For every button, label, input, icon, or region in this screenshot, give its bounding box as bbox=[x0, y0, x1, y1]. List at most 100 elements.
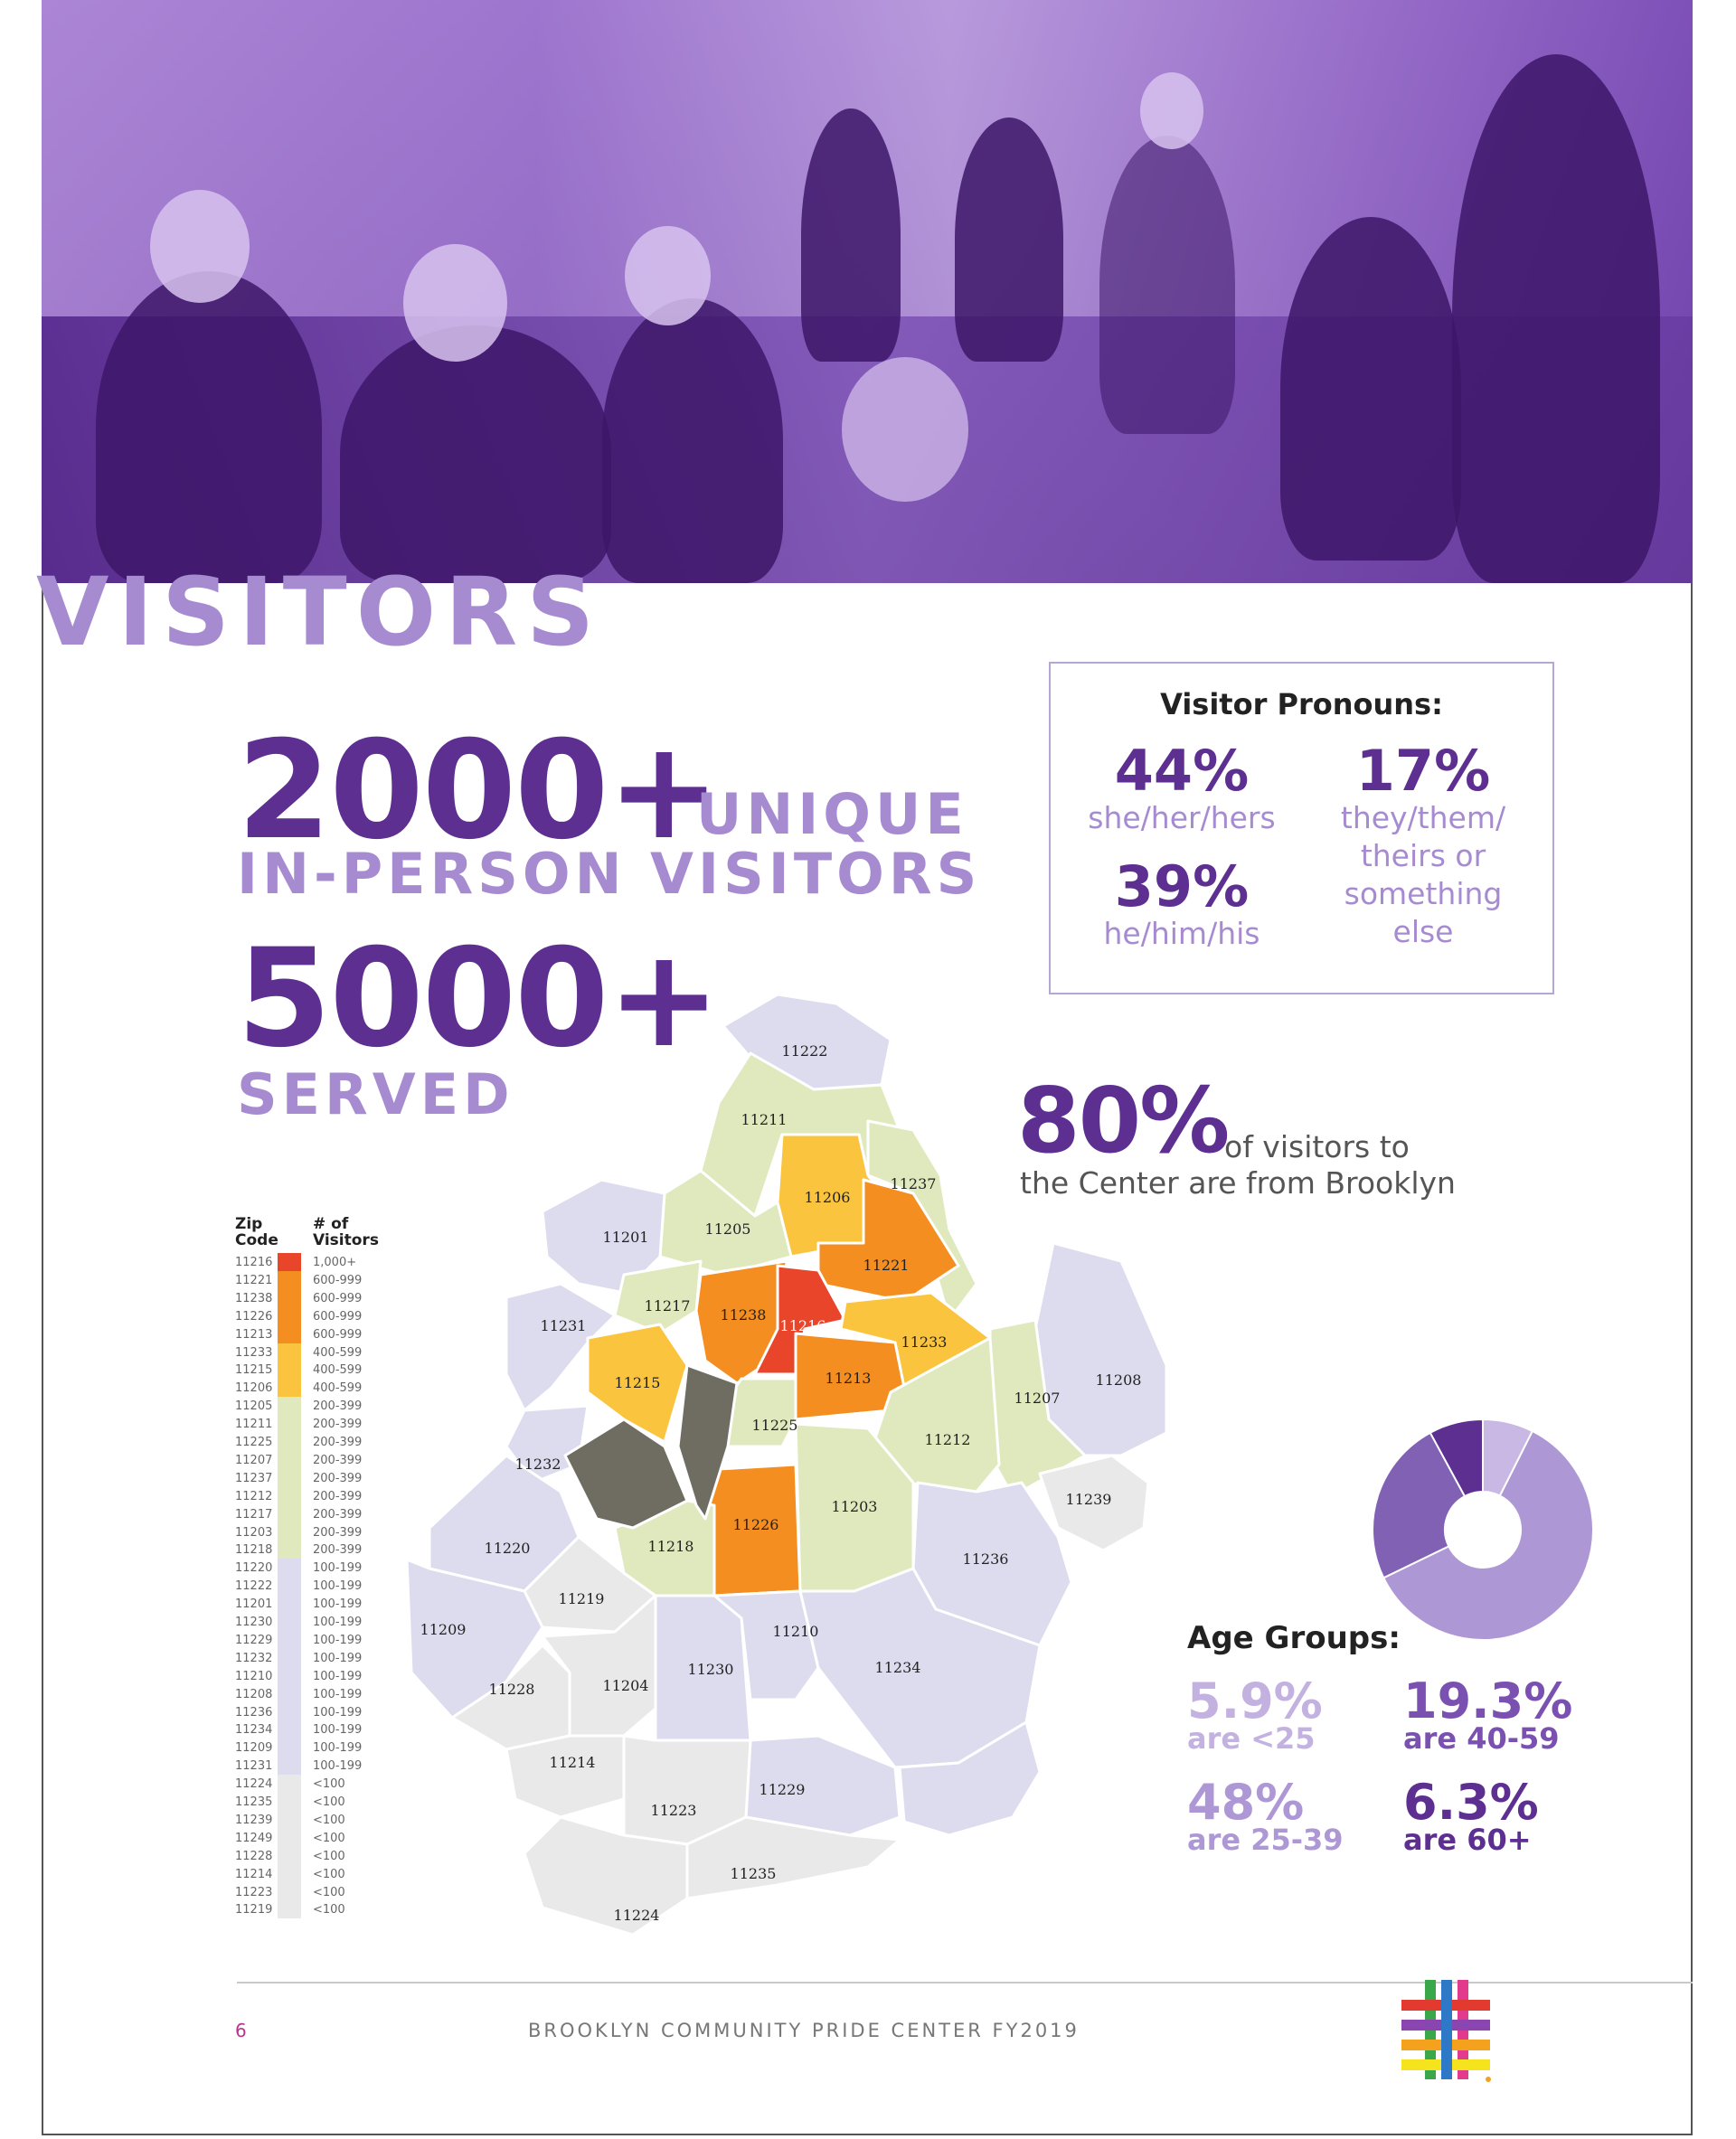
map-label-11225: 11225 bbox=[752, 1417, 798, 1434]
legend-swatch bbox=[278, 1486, 301, 1505]
legend-range: <100 bbox=[313, 1813, 345, 1827]
legend-swatch bbox=[278, 1397, 301, 1416]
legend-swatch bbox=[278, 1630, 301, 1649]
pronoun-label-they-line: something bbox=[1344, 876, 1503, 911]
legend-zip: 11219 bbox=[235, 1903, 273, 1918]
legend-zip: 11201 bbox=[235, 1597, 273, 1612]
legend-swatch bbox=[278, 1361, 301, 1380]
legend-zip: 11218 bbox=[235, 1543, 273, 1558]
legend-zip: 11220 bbox=[235, 1561, 273, 1576]
legend-swatch bbox=[278, 1864, 301, 1883]
legend-zip: 11229 bbox=[235, 1633, 273, 1647]
pronoun-label-she: she/her/hers bbox=[1088, 800, 1276, 835]
legend-zip: 11231 bbox=[235, 1759, 273, 1774]
unique-label: UNIQUE bbox=[696, 781, 968, 847]
legend-swatch bbox=[278, 1270, 301, 1289]
legend-range: <100 bbox=[313, 1885, 345, 1899]
legend-swatch bbox=[278, 1810, 301, 1829]
legend-range: 100-199 bbox=[313, 1705, 363, 1720]
age-label-60plus: are 60+ bbox=[1403, 1823, 1532, 1857]
donut-slice-are-40-59 bbox=[1372, 1431, 1467, 1579]
legend-range: 200-399 bbox=[313, 1436, 363, 1449]
legend-zip: 11238 bbox=[235, 1291, 273, 1305]
pronoun-label-they: they/them/ theirs or something else bbox=[1297, 799, 1550, 951]
map-label-11230: 11230 bbox=[688, 1661, 734, 1678]
legend-swatch bbox=[278, 1468, 301, 1487]
legend-range: 100-199 bbox=[313, 1651, 363, 1665]
legend-head-visitors-line: # of bbox=[313, 1215, 349, 1233]
photo-person bbox=[1099, 136, 1235, 434]
served-number: 5000+ bbox=[237, 920, 721, 1078]
zone-no-data-a bbox=[676, 1363, 739, 1521]
legend-zip: 11221 bbox=[235, 1273, 273, 1287]
age-pct-under25: 5.9% bbox=[1187, 1673, 1323, 1729]
map-label-11216: 11216 bbox=[780, 1317, 826, 1334]
legend-range: <100 bbox=[313, 1867, 345, 1881]
brooklyn-zip-map: 11222 11211 11237 11206 11205 11201 1122… bbox=[405, 993, 1166, 1936]
legend-swatch bbox=[278, 1882, 301, 1901]
map-label-11208: 11208 bbox=[1096, 1371, 1142, 1389]
age-pct-40-59: 19.3% bbox=[1403, 1673, 1573, 1729]
legend-range: 100-199 bbox=[313, 1759, 363, 1774]
zone-no-data-b bbox=[563, 1418, 689, 1530]
legend-zip: 11205 bbox=[235, 1399, 273, 1414]
legend-zip: 11230 bbox=[235, 1616, 273, 1629]
legend-swatch bbox=[278, 1253, 301, 1271]
legend-swatch bbox=[278, 1450, 301, 1469]
zip-11221 bbox=[816, 1178, 960, 1304]
zip-11214 bbox=[505, 1734, 626, 1819]
age-pct-60plus: 6.3% bbox=[1403, 1774, 1539, 1831]
pronoun-label-he: he/him/his bbox=[1103, 916, 1260, 951]
visitor-pronouns-box: Visitor Pronouns: 44% she/her/hers 39% h… bbox=[1049, 662, 1554, 994]
legend-head-zip-line: Code bbox=[235, 1231, 278, 1249]
legend-zip: 11222 bbox=[235, 1579, 273, 1594]
legend-swatch bbox=[278, 1306, 301, 1325]
map-label-11219: 11219 bbox=[559, 1590, 605, 1607]
zip-11234 bbox=[798, 1567, 1042, 1769]
legend-swatch bbox=[278, 1324, 301, 1343]
pronouns-title: Visitor Pronouns: bbox=[1160, 687, 1443, 721]
legend-swatch bbox=[278, 1522, 301, 1541]
map-label-11233: 11233 bbox=[901, 1333, 948, 1351]
legend-range: 200-399 bbox=[313, 1453, 363, 1467]
legend-zip: 11239 bbox=[235, 1813, 273, 1827]
legend-head-zip: Zip Code bbox=[235, 1216, 278, 1249]
brooklyn-text-line1: of visitors to bbox=[1224, 1129, 1410, 1164]
legend-zip: 11237 bbox=[235, 1471, 273, 1485]
legend-swatch bbox=[278, 1757, 301, 1776]
legend-range: 400-599 bbox=[313, 1381, 363, 1396]
map-label-11234: 11234 bbox=[875, 1659, 921, 1676]
age-label-40-59: are 40-59 bbox=[1403, 1721, 1560, 1756]
legend-swatch bbox=[278, 1433, 301, 1451]
legend-swatch bbox=[278, 1504, 301, 1523]
legend-swatch bbox=[278, 1541, 301, 1559]
legend-zip: 11206 bbox=[235, 1381, 273, 1396]
legend-swatch bbox=[278, 1846, 301, 1865]
pronoun-pct-he: 39% bbox=[1114, 853, 1250, 919]
brooklyn-pct: 80% bbox=[1017, 1068, 1230, 1173]
legend-zip: 11234 bbox=[235, 1723, 273, 1738]
legend-head-visitors-line: Visitors bbox=[313, 1231, 379, 1249]
legend-zip: 11212 bbox=[235, 1489, 273, 1503]
map-label-11217: 11217 bbox=[645, 1297, 691, 1314]
legend-range: <100 bbox=[313, 1795, 345, 1809]
served-label: SERVED bbox=[237, 1061, 514, 1127]
legend-range: 600-999 bbox=[313, 1309, 363, 1324]
legend-zip: 11225 bbox=[235, 1436, 273, 1449]
legend-swatch bbox=[278, 1559, 301, 1578]
legend-range: 100-199 bbox=[313, 1723, 363, 1738]
footer-title: BROOKLYN COMMUNITY PRIDE CENTER FY2019 bbox=[528, 2020, 1080, 2041]
legend-zip: 11209 bbox=[235, 1741, 273, 1756]
section-title: VISITORS bbox=[36, 557, 604, 667]
age-label-25-39: are 25-39 bbox=[1187, 1823, 1344, 1857]
legend-swatch bbox=[278, 1613, 301, 1631]
photo-person-head bbox=[403, 244, 507, 362]
legend-range: 100-199 bbox=[313, 1561, 363, 1576]
map-label-11231: 11231 bbox=[541, 1317, 587, 1334]
marine-park-area bbox=[898, 1720, 1042, 1837]
legend-zip: 11236 bbox=[235, 1705, 273, 1720]
legend-zip: 11233 bbox=[235, 1345, 273, 1360]
map-label-11224: 11224 bbox=[614, 1907, 660, 1924]
legend-zip: 11216 bbox=[235, 1256, 273, 1269]
map-label-11203: 11203 bbox=[832, 1498, 878, 1515]
